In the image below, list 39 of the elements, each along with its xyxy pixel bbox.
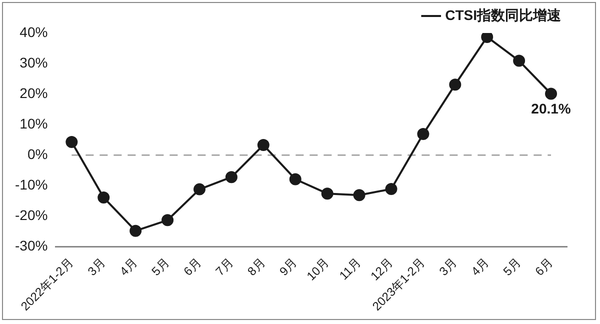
y-tick-label: 10% — [20, 115, 48, 132]
x-tick-label: 5月 — [500, 255, 524, 278]
point — [481, 33, 494, 43]
y-tick-label: -10% — [14, 176, 48, 193]
point — [225, 171, 238, 184]
y-tick-label: 30% — [20, 54, 48, 70]
point — [353, 189, 366, 202]
y-tick-label: -20% — [14, 207, 48, 224]
point — [385, 183, 398, 196]
x-tick-label: 4月 — [116, 255, 140, 278]
point — [513, 54, 526, 67]
point — [257, 139, 270, 152]
point — [449, 78, 462, 91]
legend-label: CTSI指数同比增速 — [445, 6, 562, 23]
point — [289, 173, 302, 186]
y-tick-label: 40% — [20, 24, 48, 40]
x-tick-label: 11月 — [336, 255, 364, 283]
x-tick-label: 10月 — [304, 255, 332, 284]
x-tick-label: 4月 — [468, 255, 492, 278]
x-tick-label: 3月 — [436, 255, 460, 278]
y-tick-label: 0% — [27, 146, 48, 162]
point — [321, 188, 334, 200]
point — [130, 224, 142, 237]
point — [98, 192, 110, 204]
data-label: 20.1% — [531, 100, 572, 117]
x-tick-label: 8月 — [244, 255, 268, 278]
x-tick-label: 3月 — [84, 255, 108, 278]
point — [545, 88, 558, 100]
x-tick-label: 9月 — [276, 255, 300, 278]
y-tick-label: 20% — [20, 84, 48, 101]
point — [66, 136, 78, 148]
point — [193, 183, 206, 196]
x-tick-label: 5月 — [148, 255, 172, 278]
point — [162, 214, 174, 226]
y-tick-label: -30% — [14, 238, 48, 254]
point — [417, 128, 430, 140]
x-tick-label: 6月 — [180, 255, 204, 278]
x-tick-label: 7月 — [212, 255, 236, 278]
x-tick-label: 6月 — [532, 255, 556, 278]
